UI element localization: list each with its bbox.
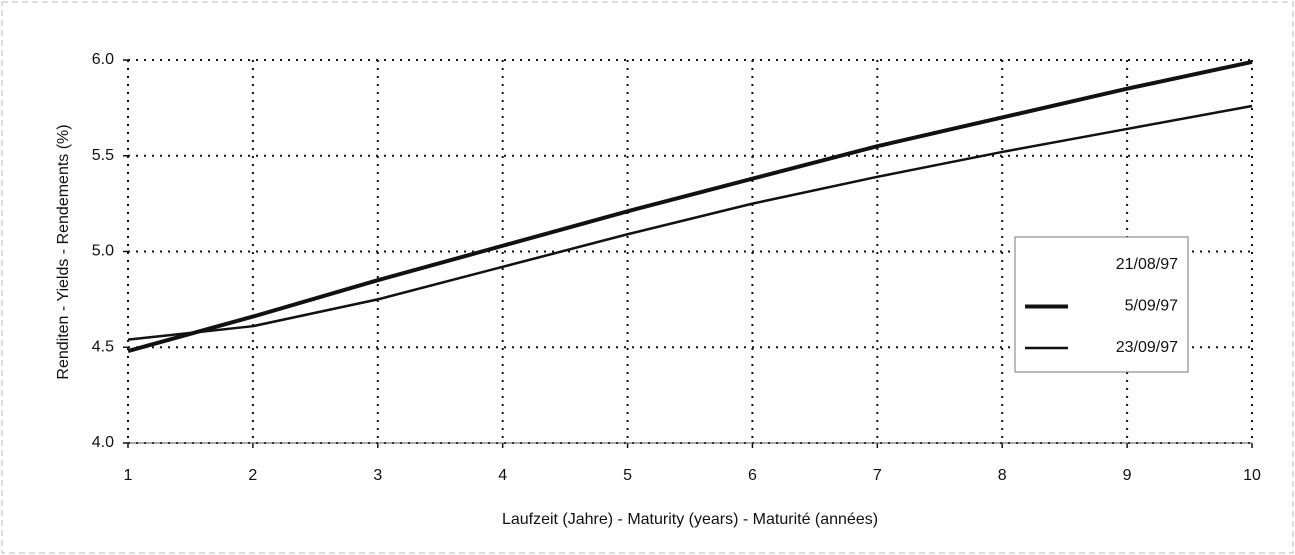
series-line: [127, 59, 1253, 354]
x-tick-label: 1: [124, 467, 133, 484]
x-tick-label: 6: [748, 467, 757, 484]
x-tick-label: 9: [1123, 467, 1132, 484]
x-tick-label: 5: [623, 467, 632, 484]
x-tick-label: 4: [498, 467, 507, 484]
legend-label: 23/09/97: [1116, 339, 1178, 356]
y-tick-label: 5.5: [92, 147, 114, 164]
x-tick-label: 10: [1243, 467, 1261, 484]
y-tick-label: 5.0: [92, 243, 114, 260]
y-tick-label: 4.5: [92, 338, 114, 355]
x-axis-label: Laufzeit (Jahre) - Maturity (years) - Ma…: [502, 511, 878, 528]
legend-label: 21/08/97: [1116, 256, 1178, 273]
x-tick-label: 2: [248, 467, 257, 484]
x-tick-label: 3: [373, 467, 382, 484]
legend-label: 5/09/97: [1125, 298, 1178, 315]
x-tick-label: 7: [873, 467, 882, 484]
x-tick-label: 8: [998, 467, 1007, 484]
y-axis-label: Renditen - Yields - Rendements (%): [55, 124, 72, 379]
y-tick-label: 6.0: [92, 51, 114, 68]
series-line: [127, 104, 1253, 341]
y-tick-label: 4.0: [92, 434, 114, 451]
